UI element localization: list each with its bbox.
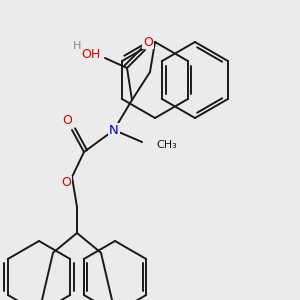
Text: OH: OH: [81, 49, 101, 62]
Text: CH₃: CH₃: [156, 140, 177, 150]
Text: O: O: [143, 35, 153, 49]
Text: H: H: [73, 41, 81, 51]
Text: O: O: [62, 113, 72, 127]
Text: N: N: [109, 124, 119, 136]
Text: O: O: [61, 176, 71, 190]
